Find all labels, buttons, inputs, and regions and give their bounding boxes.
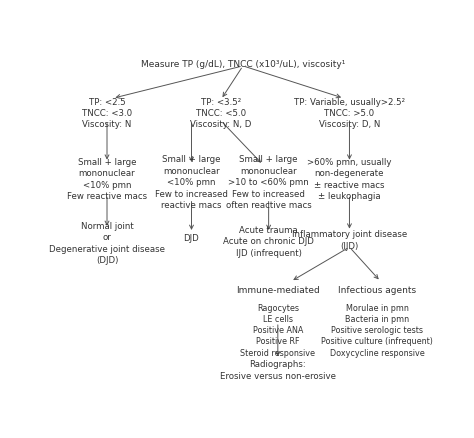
Text: Normal joint
or
Degenerative joint disease
(DJD): Normal joint or Degenerative joint disea…	[49, 222, 165, 265]
Text: Ragocytes
LE cells
Positive ANA
Positive RF
Steroid responsive: Ragocytes LE cells Positive ANA Positive…	[240, 304, 315, 357]
Text: Immune-mediated: Immune-mediated	[236, 285, 319, 294]
Text: Infectious agents: Infectious agents	[338, 285, 416, 294]
Text: Inflammatory joint disease
(IJD): Inflammatory joint disease (IJD)	[292, 230, 407, 250]
Text: Small + large
mononuclear
<10% pmn
Few reactive macs: Small + large mononuclear <10% pmn Few r…	[67, 157, 147, 201]
Text: Morulae in pmn
Bacteria in pmn
Positive serologic tests
Positive culture (infreq: Morulae in pmn Bacteria in pmn Positive …	[321, 304, 433, 357]
Text: TP: <2.5
TNCC: <3.0
Viscosity: N: TP: <2.5 TNCC: <3.0 Viscosity: N	[82, 97, 132, 129]
Text: Small + large
mononuclear
<10% pmn
Few to increased
reactive macs: Small + large mononuclear <10% pmn Few t…	[155, 155, 228, 210]
Text: Radiographs:
Erosive versus non-erosive: Radiographs: Erosive versus non-erosive	[220, 360, 336, 380]
Text: TP: Variable, usually>2.5²
TNCC: >5.0
Viscosity: D, N: TP: Variable, usually>2.5² TNCC: >5.0 Vi…	[294, 97, 405, 129]
Text: Small + large
mononuclear
>10 to <60% pmn
Few to increased
often reactive macs: Small + large mononuclear >10 to <60% pm…	[226, 155, 311, 210]
Text: Acute trauma
Acute on chronic DJD
IJD (infrequent): Acute trauma Acute on chronic DJD IJD (i…	[223, 226, 314, 258]
Text: DJD: DJD	[183, 233, 200, 243]
Text: TP: <3.5²
TNCC: <5.0
Viscosity: N, D: TP: <3.5² TNCC: <5.0 Viscosity: N, D	[190, 97, 252, 129]
Text: >60% pmn, usually
non-degenerate
± reactive macs
± leukophagia: >60% pmn, usually non-degenerate ± react…	[307, 157, 392, 201]
Text: Measure TP (g/dL), TNCC (x10³/uL), viscosity¹: Measure TP (g/dL), TNCC (x10³/uL), visco…	[141, 60, 345, 69]
